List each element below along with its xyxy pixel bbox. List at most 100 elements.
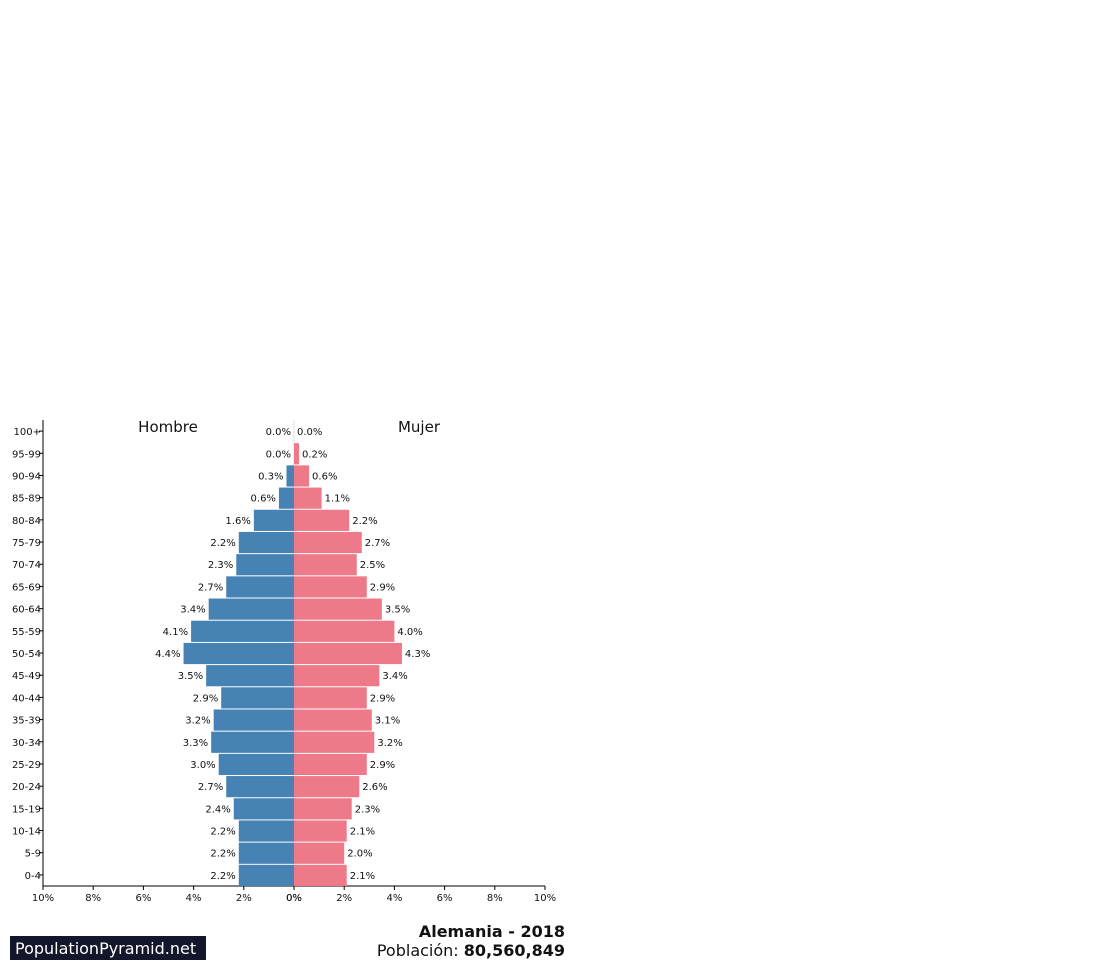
x-tick-label: 6% [437,893,453,904]
female-bar [294,820,347,842]
male-bar-label: 2.9% [193,693,218,704]
y-tick-label: 50-54 [12,649,41,660]
female-bar [294,776,360,798]
male-series-heading: Hombre [138,418,198,436]
male-bar-label: 2.2% [210,849,235,860]
female-bar-label: 3.5% [385,605,410,616]
x-tick-label: 0% [286,893,302,904]
female-bar-label: 1.1% [325,494,350,505]
y-tick-label: 35-39 [12,716,41,727]
male-bar-label: 2.2% [210,538,235,549]
y-tick-label: 60-64 [12,605,41,616]
y-tick-label: 0-4 [25,871,41,882]
male-bar-label: 0.0% [266,449,291,460]
male-bar [238,820,294,842]
male-bar-label: 2.4% [205,804,230,815]
female-bar [294,731,375,753]
female-bar [294,576,367,598]
female-bar-label: 0.6% [312,471,337,482]
male-bar [213,709,294,731]
male-bar [286,465,294,487]
y-tick-label: 30-34 [12,738,41,749]
female-bar [294,531,362,554]
female-bar-label: 4.0% [397,627,422,638]
male-bar-label: 0.0% [266,427,291,438]
male-bar-label: 2.2% [210,827,235,838]
female-bar-label: 3.4% [382,671,407,682]
male-bar-label: 2.7% [198,782,223,793]
male-bar-label: 3.0% [190,760,215,771]
male-bar-label: 2.3% [208,560,233,571]
male-bar [208,598,294,620]
female-bar [294,554,357,576]
x-tick-label: 0% [286,893,302,904]
female-bar-label: 2.6% [362,782,387,793]
male-bar [236,554,294,576]
male-bar-label: 2.7% [198,582,223,593]
y-tick-label: 90-94 [12,471,41,482]
male-bar [238,842,294,864]
female-bar-label: 4.3% [405,649,430,660]
male-bar [233,798,294,820]
female-bar-label: 3.2% [377,738,402,749]
y-tick-label: 40-44 [12,693,41,704]
male-bar-label: 3.5% [178,671,203,682]
x-tick-label: 8% [85,893,101,904]
female-bar-label: 2.0% [347,849,372,860]
female-bar-label: 2.5% [360,560,385,571]
y-tick-label: 85-89 [12,494,41,505]
female-bar-label: 2.9% [370,582,395,593]
y-tick-label: 25-29 [12,760,41,771]
y-tick-label: 10-14 [12,827,41,838]
x-tick-label: 2% [236,893,252,904]
female-bar-label: 2.7% [365,538,390,549]
female-bar [294,864,347,886]
x-tick-label: 6% [135,893,151,904]
female-bar-label: 2.2% [352,516,377,527]
x-tick-label: 8% [487,893,503,904]
male-bar-label: 4.1% [163,627,188,638]
female-bar [294,842,345,864]
female-bar [294,687,367,709]
population-label: Población: [376,941,459,960]
y-tick-label: 45-49 [12,671,41,682]
female-bar-label: 3.1% [375,716,400,727]
male-bar [191,620,294,642]
male-bar [253,509,294,531]
female-bar [294,465,310,487]
y-tick-label: 55-59 [12,627,41,638]
female-bar [294,642,402,665]
brand-label[interactable]: PopulationPyramid.net [10,936,206,960]
male-bar [278,487,294,509]
female-bar-label: 2.1% [350,871,375,882]
y-tick-label: 70-74 [12,560,41,571]
male-bar-label: 3.2% [185,716,210,727]
y-tick-label: 65-69 [12,582,41,593]
y-tick-label: 5-9 [25,849,41,860]
male-bar-label: 3.3% [183,738,208,749]
x-tick-label: 10% [534,893,556,904]
male-bar [226,776,294,798]
male-bar-label: 0.3% [258,471,283,482]
female-bar [294,598,382,620]
female-bar [294,509,350,531]
male-bar [238,864,294,886]
female-bar [294,487,322,509]
y-tick-label: 80-84 [12,516,41,527]
male-bar-label: 4.4% [155,649,180,660]
female-bar-label: 2.9% [370,760,395,771]
female-bar [294,798,352,820]
population-value: 80,560,849 [463,941,565,960]
female-series-heading: Mujer [398,418,441,436]
female-bar-label: 2.9% [370,693,395,704]
female-bar-label: 0.2% [302,449,327,460]
female-bar [294,443,300,465]
y-tick-label: 95-99 [12,449,41,460]
male-bar [218,753,294,776]
female-bar [294,620,395,642]
y-tick-label: 15-19 [12,804,41,815]
female-bar-label: 2.1% [350,827,375,838]
male-bar [238,531,294,554]
population-line: Población: 80,560,849 [377,941,565,960]
